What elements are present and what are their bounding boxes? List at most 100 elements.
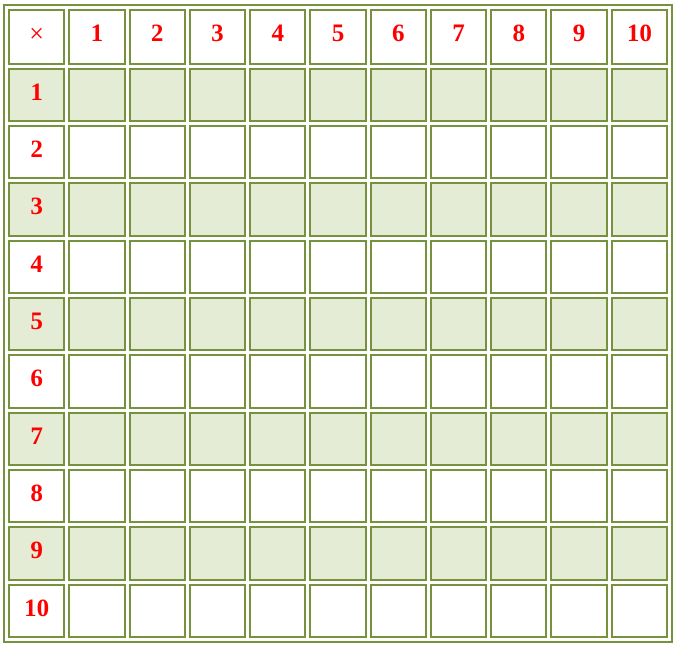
answer-cell[interactable] [128, 296, 186, 352]
answer-cell[interactable] [68, 354, 126, 409]
answer-cell[interactable] [429, 239, 488, 294]
answer-cell[interactable] [249, 67, 307, 123]
answer-cell[interactable] [610, 182, 668, 237]
answer-cell[interactable] [68, 411, 126, 466]
answer-cell[interactable] [128, 468, 186, 524]
answer-cell[interactable] [68, 239, 126, 294]
answer-cell[interactable] [68, 583, 126, 638]
answer-cell[interactable] [550, 239, 608, 294]
answer-cell[interactable] [610, 411, 668, 466]
answer-cell[interactable] [188, 354, 247, 409]
answer-cell[interactable] [309, 125, 367, 180]
answer-cell[interactable] [550, 182, 608, 237]
answer-cell[interactable] [309, 67, 367, 123]
answer-cell[interactable] [249, 125, 307, 180]
answer-cell[interactable] [550, 296, 608, 352]
answer-cell[interactable] [188, 526, 247, 581]
answer-cell[interactable] [369, 354, 427, 409]
answer-cell[interactable] [188, 583, 247, 638]
answer-cell[interactable] [128, 526, 186, 581]
answer-cell[interactable] [128, 354, 186, 409]
answer-cell[interactable] [128, 583, 186, 638]
answer-cell[interactable] [369, 411, 427, 466]
answer-cell[interactable] [490, 182, 548, 237]
answer-cell[interactable] [68, 67, 126, 123]
answer-cell[interactable] [429, 411, 488, 466]
answer-cell[interactable] [249, 354, 307, 409]
answer-cell[interactable] [369, 125, 427, 180]
answer-cell[interactable] [249, 583, 307, 638]
answer-cell[interactable] [490, 411, 548, 466]
answer-cell[interactable] [610, 296, 668, 352]
answer-cell[interactable] [68, 468, 126, 524]
answer-cell[interactable] [490, 468, 548, 524]
answer-cell[interactable] [550, 583, 608, 638]
answer-cell[interactable] [610, 67, 668, 123]
answer-cell[interactable] [550, 526, 608, 581]
answer-cell[interactable] [429, 67, 488, 123]
answer-cell[interactable] [309, 411, 367, 466]
answer-cell[interactable] [490, 583, 548, 638]
answer-cell[interactable] [490, 296, 548, 352]
answer-cell[interactable] [490, 67, 548, 123]
answer-cell[interactable] [550, 67, 608, 123]
answer-cell[interactable] [610, 354, 668, 409]
answer-cell[interactable] [188, 182, 247, 237]
answer-cell[interactable] [550, 411, 608, 466]
answer-cell[interactable] [369, 182, 427, 237]
answer-cell[interactable] [610, 239, 668, 294]
answer-cell[interactable] [369, 468, 427, 524]
answer-cell[interactable] [369, 526, 427, 581]
answer-cell[interactable] [429, 125, 488, 180]
answer-cell[interactable] [128, 239, 186, 294]
answer-cell[interactable] [188, 125, 247, 180]
answer-cell[interactable] [369, 239, 427, 294]
answer-cell[interactable] [188, 296, 247, 352]
answer-cell[interactable] [68, 296, 126, 352]
answer-cell[interactable] [429, 468, 488, 524]
answer-cell[interactable] [249, 526, 307, 581]
answer-cell[interactable] [68, 182, 126, 237]
answer-cell[interactable] [610, 125, 668, 180]
answer-cell[interactable] [550, 125, 608, 180]
answer-cell[interactable] [369, 67, 427, 123]
answer-cell[interactable] [249, 411, 307, 466]
answer-cell[interactable] [128, 411, 186, 466]
answer-cell[interactable] [429, 296, 488, 352]
answer-cell[interactable] [309, 526, 367, 581]
answer-cell[interactable] [309, 354, 367, 409]
answer-cell[interactable] [188, 468, 247, 524]
answer-cell[interactable] [369, 583, 427, 638]
answer-cell[interactable] [490, 526, 548, 581]
answer-cell[interactable] [128, 182, 186, 237]
answer-cell[interactable] [610, 526, 668, 581]
answer-cell[interactable] [490, 125, 548, 180]
answer-cell[interactable] [309, 583, 367, 638]
answer-cell[interactable] [68, 526, 126, 581]
answer-cell[interactable] [128, 125, 186, 180]
answer-cell[interactable] [249, 182, 307, 237]
answer-cell[interactable] [610, 583, 668, 638]
answer-cell[interactable] [490, 239, 548, 294]
answer-cell[interactable] [249, 239, 307, 294]
answer-cell[interactable] [309, 182, 367, 237]
answer-cell[interactable] [68, 125, 126, 180]
answer-cell[interactable] [249, 296, 307, 352]
answer-cell[interactable] [550, 468, 608, 524]
answer-cell[interactable] [369, 296, 427, 352]
answer-cell[interactable] [188, 67, 247, 123]
answer-cell[interactable] [309, 239, 367, 294]
answer-cell[interactable] [128, 67, 186, 123]
answer-cell[interactable] [309, 468, 367, 524]
answer-cell[interactable] [610, 468, 668, 524]
answer-cell[interactable] [429, 526, 488, 581]
answer-cell[interactable] [429, 182, 488, 237]
answer-cell[interactable] [249, 468, 307, 524]
answer-cell[interactable] [309, 296, 367, 352]
answer-cell[interactable] [188, 239, 247, 294]
answer-cell[interactable] [490, 354, 548, 409]
answer-cell[interactable] [188, 411, 247, 466]
answer-cell[interactable] [429, 354, 488, 409]
answer-cell[interactable] [550, 354, 608, 409]
answer-cell[interactable] [429, 583, 488, 638]
